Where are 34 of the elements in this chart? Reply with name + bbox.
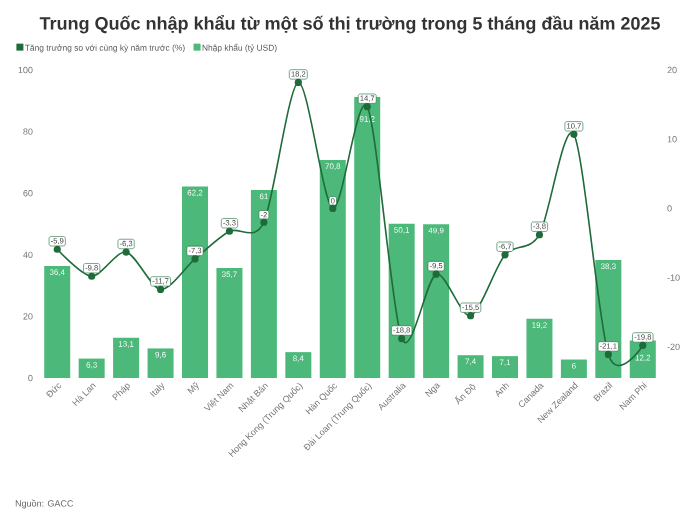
point — [53, 245, 61, 253]
point — [329, 204, 337, 213]
bar — [147, 348, 174, 378]
point — [639, 341, 647, 350]
point — [122, 248, 130, 256]
bar — [560, 359, 587, 378]
bar — [78, 358, 105, 378]
bar — [457, 355, 484, 378]
chart-title: Trung Quốc nhập khẩu từ một số thị trường trong 5 tháng đầu năm 2025 — [39, 15, 660, 34]
point — [570, 130, 578, 138]
point — [260, 218, 268, 226]
bar — [354, 97, 381, 378]
bar — [113, 337, 140, 378]
bar — [250, 190, 277, 378]
point — [501, 251, 509, 259]
point — [535, 231, 544, 239]
point — [466, 312, 475, 320]
bar — [492, 356, 519, 378]
bar — [319, 159, 346, 378]
bar — [182, 186, 209, 378]
point — [225, 227, 234, 235]
point — [156, 285, 165, 293]
point — [363, 103, 371, 111]
bar — [526, 318, 553, 378]
point — [604, 350, 612, 359]
point — [191, 255, 199, 263]
point — [294, 78, 302, 87]
point — [88, 272, 96, 280]
bar — [216, 268, 243, 378]
point — [398, 334, 406, 343]
bar — [423, 224, 450, 378]
point — [432, 270, 440, 278]
bar — [44, 265, 71, 378]
bar — [285, 352, 312, 378]
